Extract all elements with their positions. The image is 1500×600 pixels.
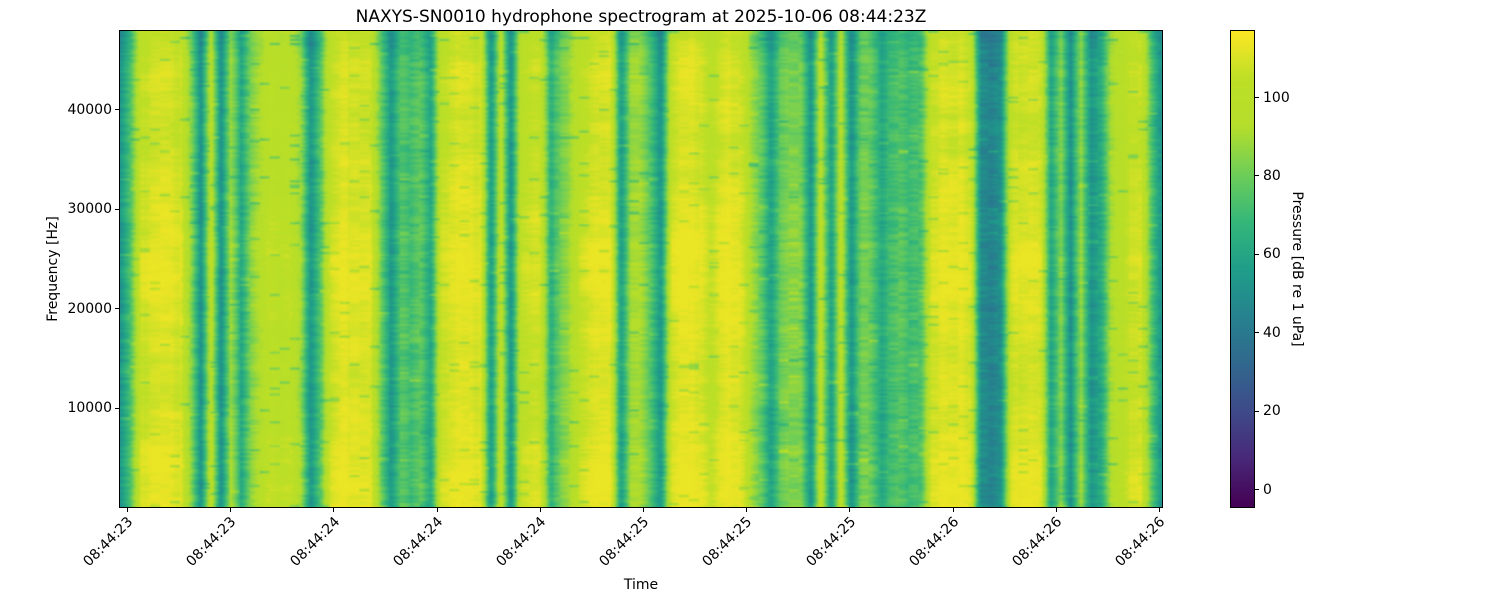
x-tick-label: 08:44:23: [80, 514, 137, 570]
x-tick-label: 08:44:24: [286, 514, 343, 570]
y-tick-label: 30000: [67, 201, 112, 218]
x-tick-mark: [643, 508, 644, 512]
x-tick-label: 08:44:24: [493, 514, 550, 570]
colorbar-tick-label: 40: [1263, 324, 1281, 341]
x-tick-label: 08:44:26: [1112, 514, 1169, 570]
x-tick-mark: [436, 508, 438, 512]
y-tick-label: 10000: [67, 400, 112, 417]
colorbar-tick-mark: [1255, 253, 1259, 255]
colorbar-tick-label: 0: [1263, 481, 1272, 498]
x-tick-label: 08:44:25: [596, 514, 653, 570]
spectrogram-heatmap: [120, 31, 1162, 507]
x-tick-mark: [849, 508, 851, 512]
y-tick-mark: [115, 308, 119, 310]
colorbar-tick-mark: [1255, 175, 1259, 177]
x-tick-mark: [230, 508, 232, 512]
x-tick-label: 08:44:25: [802, 514, 859, 570]
colorbar-tick-label: 60: [1263, 246, 1281, 263]
x-tick-mark: [1055, 508, 1057, 512]
x-tick-mark: [1159, 508, 1160, 512]
plot-area: [119, 30, 1163, 508]
colorbar-tick-mark: [1255, 97, 1259, 98]
x-tick-label: 08:44:25: [699, 514, 756, 570]
colorbar-tick-mark: [1255, 410, 1259, 412]
x-tick-label: 08:44:23: [183, 514, 240, 570]
colorbar: [1230, 30, 1255, 508]
y-tick-mark: [115, 109, 119, 111]
colorbar-label: Pressure [dB re 1 uPa]: [1289, 191, 1305, 347]
colorbar-tick-mark: [1255, 332, 1259, 334]
x-tick-mark: [333, 508, 335, 512]
colorbar-tick-label: 20: [1263, 403, 1281, 420]
x-tick-label: 08:44:24: [390, 514, 446, 570]
chart-title: NAXYS-SN0010 hydrophone spectrogram at 2…: [355, 7, 927, 27]
colorbar-gradient: [1231, 31, 1254, 507]
y-tick-mark: [115, 208, 119, 210]
colorbar-tick-mark: [1255, 489, 1259, 491]
x-tick-mark: [127, 508, 128, 512]
x-axis-label: Time: [623, 577, 659, 593]
x-tick-mark: [539, 508, 541, 512]
x-tick-mark: [746, 508, 748, 512]
x-tick-label: 08:44:26: [1009, 514, 1066, 570]
y-tick-label: 20000: [67, 300, 112, 317]
y-tick-label: 40000: [67, 101, 112, 118]
x-tick-mark: [952, 508, 954, 512]
y-tick-mark: [115, 407, 119, 409]
x-tick-label: 08:44:26: [906, 514, 962, 570]
colorbar-tick-label: 100: [1263, 89, 1290, 106]
colorbar-tick-label: 80: [1263, 167, 1281, 184]
